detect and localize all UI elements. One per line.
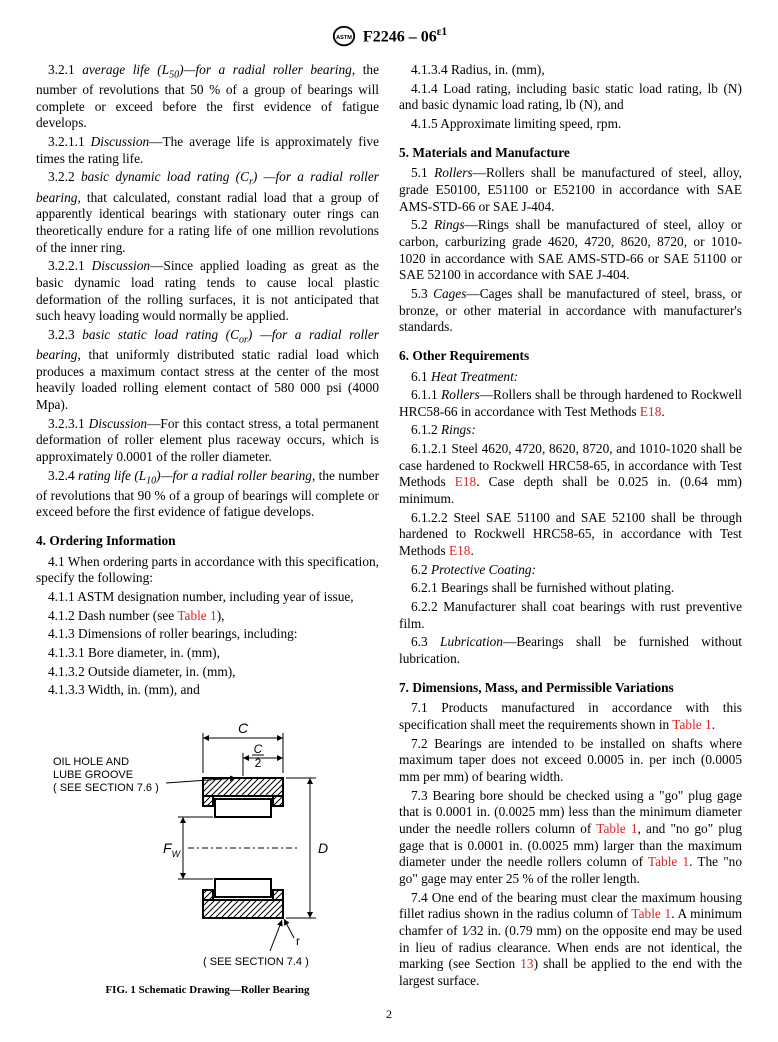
e18-ref[interactable]: E18 [455,474,476,489]
para-6-1-2-2: 6.1.2.2 Steel SAE 51100 and SAE 52100 sh… [399,510,742,560]
page-header: ASTM F2246 – 06ε1 [36,24,742,48]
svg-text:2: 2 [254,756,261,770]
svg-text:C: C [253,742,262,756]
figure-caption: FIG. 1 Schematic Drawing—Roller Bearing [36,984,379,998]
e18-ref[interactable]: E18 [640,404,661,419]
para-4-1-3-4: 4.1.3.4 Radius, in. (mm), [399,62,742,79]
para-6-1-1: 6.1.1 Rollers—Rollers shall be through h… [399,387,742,420]
para-4-1-2: 4.1.2 Dash number (see Table 1), [36,608,379,625]
section-13-ref[interactable]: 13 [520,956,533,971]
para-3-2-1: 3.2.1 average life (L50)—for a radial ro… [36,62,379,132]
svg-text:OIL HOLE AND: OIL HOLE AND [53,756,129,768]
para-7-4: 7.4 One end of the bearing must clear th… [399,890,742,990]
para-4-1: 4.1 When ordering parts in accordance wi… [36,554,379,587]
figure-1: C C 2 FW D r [36,713,379,997]
left-column: 3.2.1 average life (L50)—for a radial ro… [36,62,379,997]
para-5-3: 5.3 Cages—Cages shall be manufactured of… [399,286,742,336]
para-6-2: 6.2 Protective Coating: [399,562,742,579]
table-1-ref[interactable]: Table 1 [648,854,689,869]
para-4-1-4: 4.1.4 Load rating, including basic stati… [399,81,742,114]
svg-text:LUBE GROOVE: LUBE GROOVE [53,769,133,781]
para-6-1-2-1: 6.1.2.1 Steel 4620, 4720, 8620, 8720, an… [399,441,742,508]
table-1-ref[interactable]: Table 1 [596,821,637,836]
right-column: 4.1.3.4 Radius, in. (mm), 4.1.4 Load rat… [399,62,742,997]
bearing-diagram-icon: C C 2 FW D r [48,713,368,973]
para-4-1-3-2: 4.1.3.2 Outside diameter, in. (mm), [36,664,379,681]
svg-text:( SEE SECTION 7.6 ): ( SEE SECTION 7.6 ) [53,782,159,794]
para-5-1: 5.1 Rollers—Rollers shall be manufacture… [399,165,742,215]
para-4-1-3-3: 4.1.3.3 Width, in. (mm), and [36,682,379,699]
svg-text:C: C [238,720,249,736]
svg-text:r: r [296,934,300,948]
para-6-1: 6.1 Heat Treatment: [399,369,742,386]
para-3-2-4: 3.2.4 rating life (L10)—for a radial rol… [36,468,379,521]
para-7-2: 7.2 Bearings are intended to be installe… [399,736,742,786]
table-1-ref[interactable]: Table 1 [631,906,671,921]
para-6-3: 6.3 Lubrication—Bearings shall be furnis… [399,634,742,667]
para-4-1-3-1: 4.1.3.1 Bore diameter, in. (mm), [36,645,379,662]
e18-ref[interactable]: E18 [449,543,470,558]
para-3-2-2: 3.2.2 basic dynamic load rating (Cr) —fo… [36,169,379,256]
heading-4: 4. Ordering Information [36,533,379,550]
para-4-1-3: 4.1.3 Dimensions of roller bearings, inc… [36,626,379,643]
document-id: F2246 – 06ε1 [363,25,447,47]
heading-5: 5. Materials and Manufacture [399,145,742,162]
para-4-1-1: 4.1.1 ASTM designation number, including… [36,589,379,606]
para-3-2-3-1: 3.2.3.1 Discussion—For this contact stre… [36,416,379,466]
page-number: 2 [36,1007,742,1022]
para-3-2-3: 3.2.3 basic static load rating (Cor) —fo… [36,327,379,414]
svg-text:D: D [318,840,328,856]
table-1-ref[interactable]: Table 1 [672,717,711,732]
para-7-1: 7.1 Products manufactured in accordance … [399,700,742,733]
heading-7: 7. Dimensions, Mass, and Permissible Var… [399,680,742,697]
para-7-3: 7.3 Bearing bore should be checked using… [399,788,742,888]
para-3-2-2-1: 3.2.2.1 Discussion—Since applied loading… [36,258,379,325]
para-3-2-1-1: 3.2.1.1 Discussion—The average life is a… [36,134,379,167]
astm-logo-icon: ASTM [331,24,357,48]
para-4-1-5: 4.1.5 Approximate limiting speed, rpm. [399,116,742,133]
table-1-ref[interactable]: Table 1 [177,608,216,623]
content-columns: 3.2.1 average life (L50)—for a radial ro… [36,62,742,997]
para-5-2: 5.2 Rings—Rings shall be manufactured of… [399,217,742,284]
para-6-2-2: 6.2.2 Manufacturer shall coat bearings w… [399,599,742,632]
svg-text:FW: FW [163,840,182,859]
para-6-1-2: 6.1.2 Rings: [399,422,742,439]
svg-text:( SEE SECTION 7.4 ): ( SEE SECTION 7.4 ) [203,956,309,968]
svg-text:ASTM: ASTM [336,35,352,41]
para-6-2-1: 6.2.1 Bearings shall be furnished withou… [399,580,742,597]
heading-6: 6. Other Requirements [399,348,742,365]
